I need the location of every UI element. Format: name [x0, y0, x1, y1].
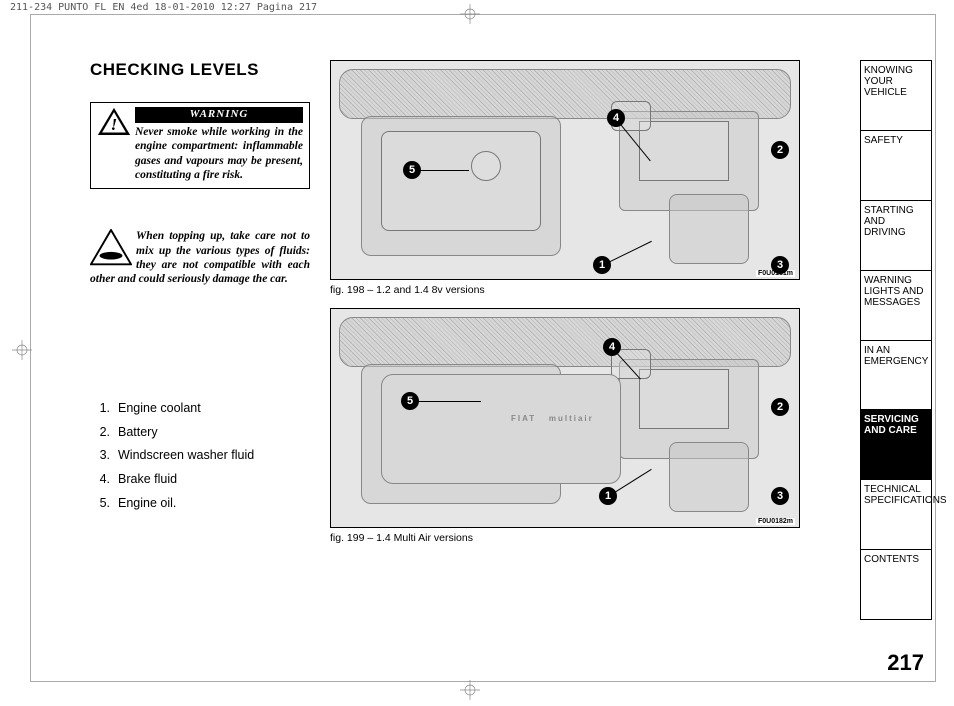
svg-text:!: !: [111, 115, 118, 134]
caution-box: When topping up, take care not to mix up…: [90, 229, 310, 287]
legend-number: 5.: [90, 492, 110, 516]
tab-contents[interactable]: CONTENTS: [861, 550, 931, 619]
caution-triangle-icon: [90, 229, 132, 265]
warning-box: ! WARNING Never smoke while working in t…: [90, 102, 310, 189]
legend-item: 4. Brake fluid: [90, 468, 310, 492]
legend-item: 5. Engine oil.: [90, 492, 310, 516]
left-column: CHECKING LEVELS ! WARNING Never smoke wh…: [90, 60, 330, 680]
legend-item: 2. Battery: [90, 421, 310, 445]
legend-text: Engine oil.: [118, 492, 176, 516]
tab-starting-and-driving[interactable]: STARTING AND DRIVING: [861, 201, 931, 271]
page-root: 211-234 PUNTO FL EN 4ed 18-01-2010 12:27…: [0, 0, 954, 706]
reg-mark-left: [12, 340, 32, 360]
legend-number: 1.: [90, 397, 110, 421]
warning-text: Never smoke while working in the engine …: [135, 126, 303, 181]
legend-number: 4.: [90, 468, 110, 492]
figure-2: FIAT multiair45213F0U0182mfig. 199 – 1.4…: [330, 308, 830, 544]
warning-label: WARNING: [135, 107, 303, 123]
engine-diagram: 42513F0U0181m: [330, 60, 800, 280]
warning-triangle-icon: !: [97, 107, 131, 137]
callout-marker-3: 3: [771, 487, 789, 505]
tab-in-an-emergency[interactable]: IN AN EMERGENCY: [861, 341, 931, 411]
legend-item: 3. Windscreen washer fluid: [90, 444, 310, 468]
legend-text: Windscreen washer fluid: [118, 444, 254, 468]
callout-marker-2: 2: [771, 398, 789, 416]
callout-marker-4: 4: [603, 338, 621, 356]
tab-technical-specifications[interactable]: TECHNICAL SPECIFICATIONS: [861, 480, 931, 550]
content-area: CHECKING LEVELS ! WARNING Never smoke wh…: [90, 60, 830, 680]
figure-caption: fig. 198 – 1.2 and 1.4 8v versions: [330, 284, 485, 296]
callout-leader: [410, 401, 481, 402]
callout-marker-3: 3: [771, 256, 789, 274]
legend-text: Battery: [118, 421, 158, 445]
right-column: 42513F0U0181mfig. 198 – 1.2 and 1.4 8v v…: [330, 60, 830, 680]
callout-marker-4: 4: [607, 109, 625, 127]
tab-knowing-your-vehicle[interactable]: KNOWING YOUR VEHICLE: [861, 61, 931, 131]
page-title: CHECKING LEVELS: [90, 60, 310, 80]
legend-list: 1. Engine coolant 2. Battery 3. Windscreen wa…: [90, 397, 310, 516]
tab-warning-lights-and-messages[interactable]: WARNING LIGHTS AND MESSAGES: [861, 271, 931, 341]
callout-marker-5: 5: [401, 392, 419, 410]
legend-number: 3.: [90, 444, 110, 468]
legend-number: 2.: [90, 421, 110, 445]
callout-marker-2: 2: [771, 141, 789, 159]
reg-mark-top: [460, 4, 480, 24]
callout-marker-5: 5: [403, 161, 421, 179]
figure-caption: fig. 199 – 1.4 Multi Air versions: [330, 532, 473, 544]
legend-item: 1. Engine coolant: [90, 397, 310, 421]
section-tabs: KNOWING YOUR VEHICLESAFETYSTARTING AND D…: [860, 60, 932, 620]
page-number: 217: [887, 650, 924, 676]
figure-code: F0U0182m: [756, 518, 795, 525]
legend-text: Brake fluid: [118, 468, 177, 492]
callout-marker-1: 1: [599, 487, 617, 505]
tab-safety[interactable]: SAFETY: [861, 131, 931, 201]
reg-mark-bottom: [460, 680, 480, 700]
tab-servicing-and-care[interactable]: SERVICING AND CARE: [861, 410, 931, 480]
callout-marker-1: 1: [593, 256, 611, 274]
engine-diagram: FIAT multiair45213F0U0182m: [330, 308, 800, 528]
figure-1: 42513F0U0181mfig. 198 – 1.2 and 1.4 8v v…: [330, 60, 830, 296]
legend-text: Engine coolant: [118, 397, 201, 421]
